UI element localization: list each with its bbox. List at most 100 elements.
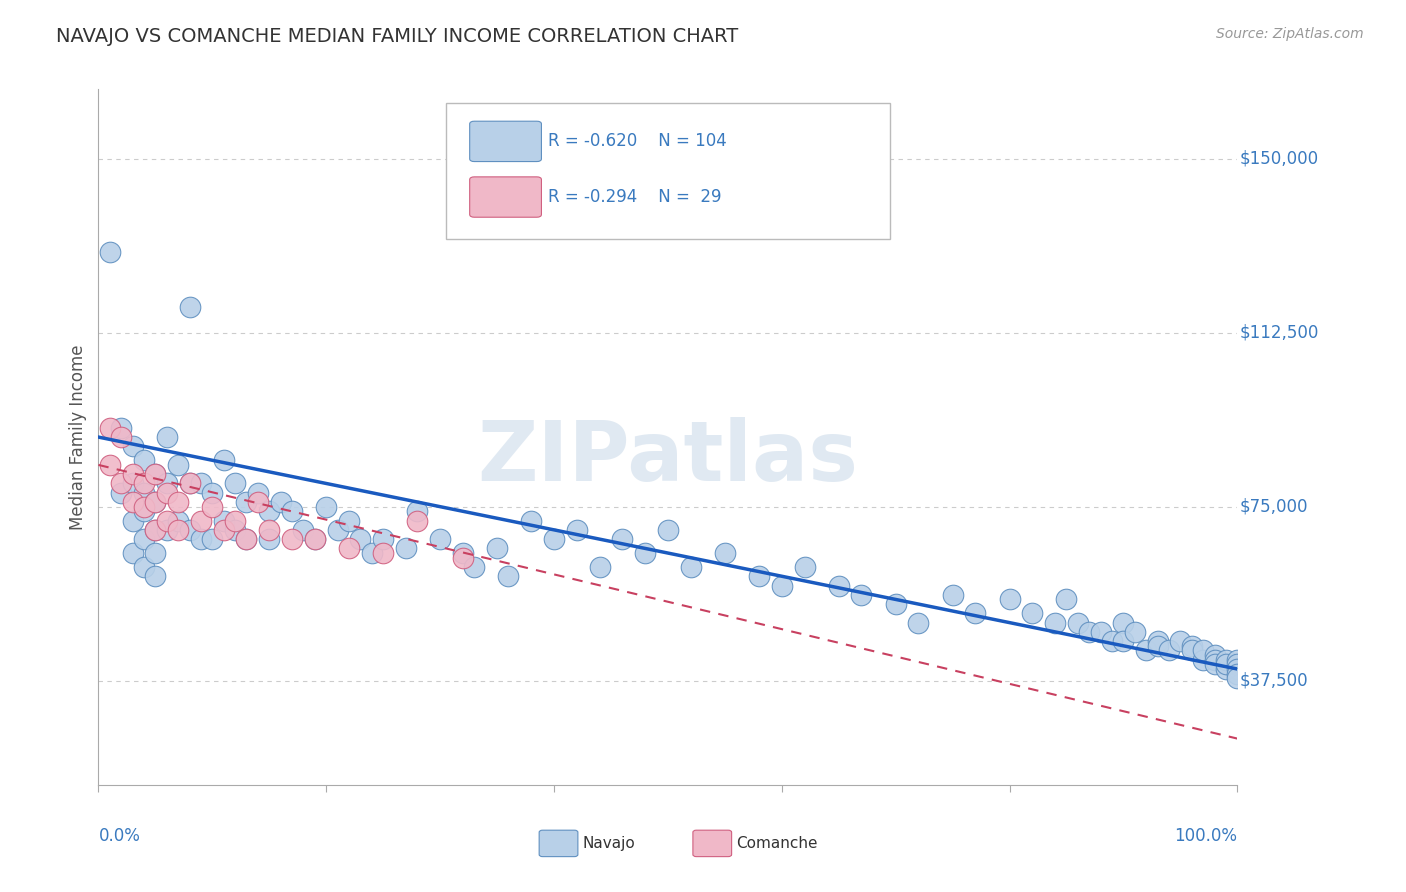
Point bbox=[371, 546, 394, 560]
Point bbox=[212, 453, 235, 467]
FancyBboxPatch shape bbox=[538, 830, 578, 856]
Point bbox=[98, 244, 121, 259]
Point bbox=[246, 495, 269, 509]
Point bbox=[657, 523, 679, 537]
Point bbox=[201, 532, 224, 546]
Point bbox=[121, 439, 143, 453]
Point bbox=[212, 523, 235, 537]
Point bbox=[349, 532, 371, 546]
Point bbox=[110, 421, 132, 435]
Point bbox=[156, 485, 179, 500]
Point bbox=[212, 514, 235, 528]
Point bbox=[1226, 657, 1249, 672]
Point bbox=[1021, 607, 1043, 621]
Y-axis label: Median Family Income: Median Family Income bbox=[69, 344, 87, 530]
Point bbox=[167, 514, 190, 528]
Point bbox=[145, 467, 167, 482]
Point bbox=[190, 514, 212, 528]
Point bbox=[281, 532, 304, 546]
Point bbox=[1226, 662, 1249, 676]
Point bbox=[998, 592, 1021, 607]
Point bbox=[179, 523, 201, 537]
Point bbox=[1215, 657, 1237, 672]
Point bbox=[201, 500, 224, 514]
Point bbox=[1078, 624, 1101, 639]
Point bbox=[167, 458, 190, 472]
Point bbox=[588, 560, 610, 574]
Point bbox=[190, 532, 212, 546]
Text: $37,500: $37,500 bbox=[1240, 672, 1308, 690]
Point bbox=[1043, 615, 1066, 630]
Point bbox=[851, 588, 873, 602]
Point bbox=[634, 546, 657, 560]
Point bbox=[1157, 643, 1180, 657]
Point bbox=[224, 476, 246, 491]
Point bbox=[828, 578, 851, 592]
Point bbox=[167, 523, 190, 537]
Point bbox=[1204, 653, 1226, 667]
Point bbox=[110, 430, 132, 444]
Point bbox=[167, 495, 190, 509]
Point bbox=[1181, 639, 1204, 653]
Point bbox=[156, 476, 179, 491]
Point bbox=[145, 523, 167, 537]
Point bbox=[179, 476, 201, 491]
Point bbox=[132, 560, 155, 574]
Point bbox=[1204, 648, 1226, 662]
FancyBboxPatch shape bbox=[470, 177, 541, 218]
Point bbox=[1054, 592, 1078, 607]
Point bbox=[1123, 624, 1146, 639]
Point bbox=[145, 467, 167, 482]
Text: Source: ZipAtlas.com: Source: ZipAtlas.com bbox=[1216, 27, 1364, 41]
Point bbox=[451, 546, 474, 560]
Point bbox=[98, 421, 121, 435]
Point bbox=[259, 504, 281, 518]
Point bbox=[132, 485, 155, 500]
Text: ZIPatlas: ZIPatlas bbox=[478, 417, 858, 499]
Point bbox=[748, 569, 770, 583]
FancyBboxPatch shape bbox=[470, 121, 541, 161]
Point bbox=[132, 500, 155, 514]
Point bbox=[190, 476, 212, 491]
Point bbox=[224, 523, 246, 537]
Point bbox=[98, 458, 121, 472]
Text: $112,500: $112,500 bbox=[1240, 324, 1319, 342]
Point bbox=[1192, 643, 1215, 657]
Point bbox=[1181, 643, 1204, 657]
Point bbox=[1226, 653, 1249, 667]
Point bbox=[179, 476, 201, 491]
Point bbox=[520, 514, 543, 528]
Point bbox=[132, 504, 155, 518]
Point bbox=[326, 523, 349, 537]
Point bbox=[1135, 643, 1157, 657]
Point bbox=[1067, 615, 1090, 630]
Point bbox=[337, 514, 360, 528]
Point bbox=[1146, 639, 1168, 653]
Point bbox=[235, 532, 257, 546]
Point bbox=[486, 541, 509, 556]
Point bbox=[337, 541, 360, 556]
Point bbox=[132, 476, 155, 491]
Point bbox=[451, 550, 474, 565]
Point bbox=[965, 607, 987, 621]
Point bbox=[156, 523, 179, 537]
Point bbox=[942, 588, 965, 602]
Point bbox=[246, 485, 269, 500]
Point bbox=[132, 532, 155, 546]
Point bbox=[235, 495, 257, 509]
Point bbox=[793, 560, 815, 574]
Point bbox=[121, 546, 143, 560]
Point bbox=[145, 495, 167, 509]
Point bbox=[132, 453, 155, 467]
Point bbox=[201, 485, 224, 500]
Point bbox=[1215, 653, 1237, 667]
Point bbox=[1192, 653, 1215, 667]
Text: $150,000: $150,000 bbox=[1240, 150, 1319, 168]
Text: NAVAJO VS COMANCHE MEDIAN FAMILY INCOME CORRELATION CHART: NAVAJO VS COMANCHE MEDIAN FAMILY INCOME … bbox=[56, 27, 738, 45]
Point bbox=[565, 523, 588, 537]
Point bbox=[770, 578, 793, 592]
Point bbox=[612, 532, 634, 546]
Point bbox=[259, 532, 281, 546]
Point bbox=[292, 523, 315, 537]
Text: R = -0.620    N = 104: R = -0.620 N = 104 bbox=[548, 132, 727, 151]
